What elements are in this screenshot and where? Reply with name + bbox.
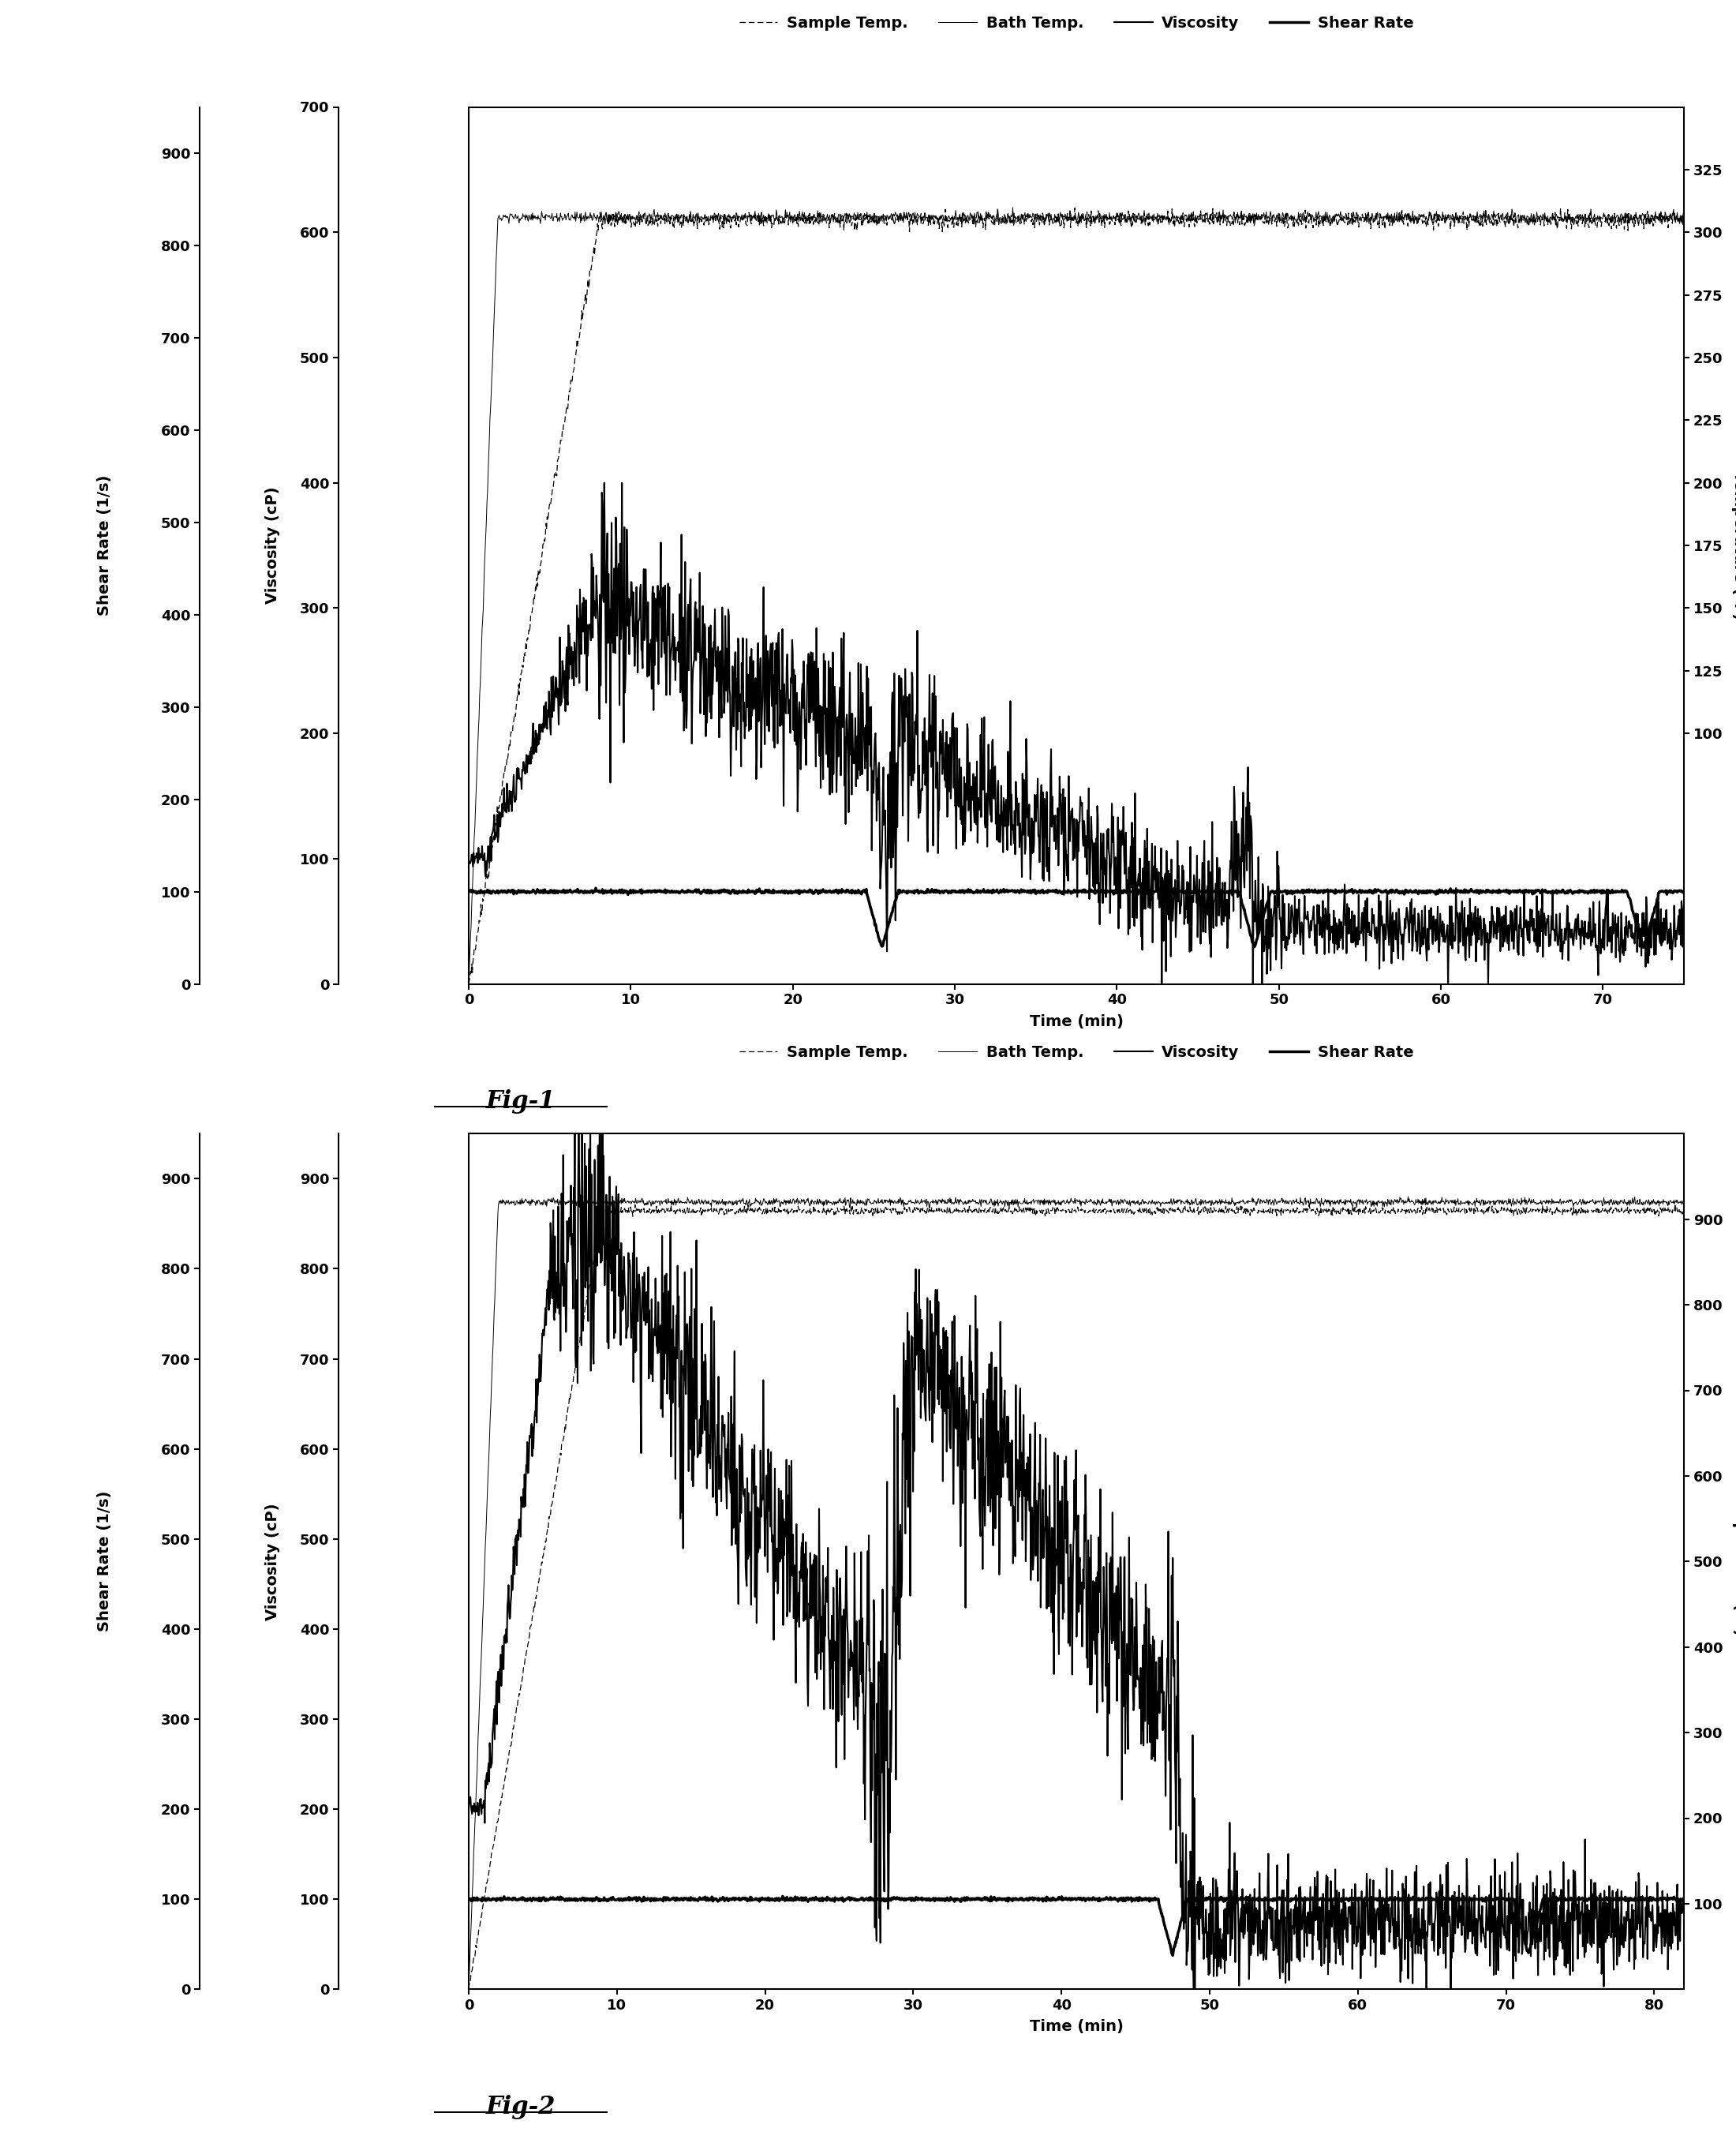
- Text: Viscosity (cP): Viscosity (cP): [266, 488, 279, 603]
- Y-axis label: Temperature (°F): Temperature (°F): [1731, 471, 1736, 620]
- Text: Shear Rate (1/s): Shear Rate (1/s): [97, 1491, 111, 1632]
- X-axis label: Time (min): Time (min): [1029, 1014, 1123, 1029]
- Text: Fig-1: Fig-1: [486, 1089, 556, 1114]
- Text: Shear Rate (1/s): Shear Rate (1/s): [97, 475, 111, 616]
- Text: Viscosity (cP): Viscosity (cP): [266, 1504, 279, 1619]
- Legend: Sample Temp., Bath Temp., Viscosity, Shear Rate: Sample Temp., Bath Temp., Viscosity, She…: [733, 1040, 1420, 1065]
- Y-axis label: Temperature (°F): Temperature (°F): [1733, 1487, 1736, 1636]
- X-axis label: Time (min): Time (min): [1029, 2019, 1123, 2034]
- Legend: Sample Temp., Bath Temp., Viscosity, Shear Rate: Sample Temp., Bath Temp., Viscosity, She…: [733, 9, 1420, 36]
- Text: Fig-2: Fig-2: [486, 2094, 556, 2120]
